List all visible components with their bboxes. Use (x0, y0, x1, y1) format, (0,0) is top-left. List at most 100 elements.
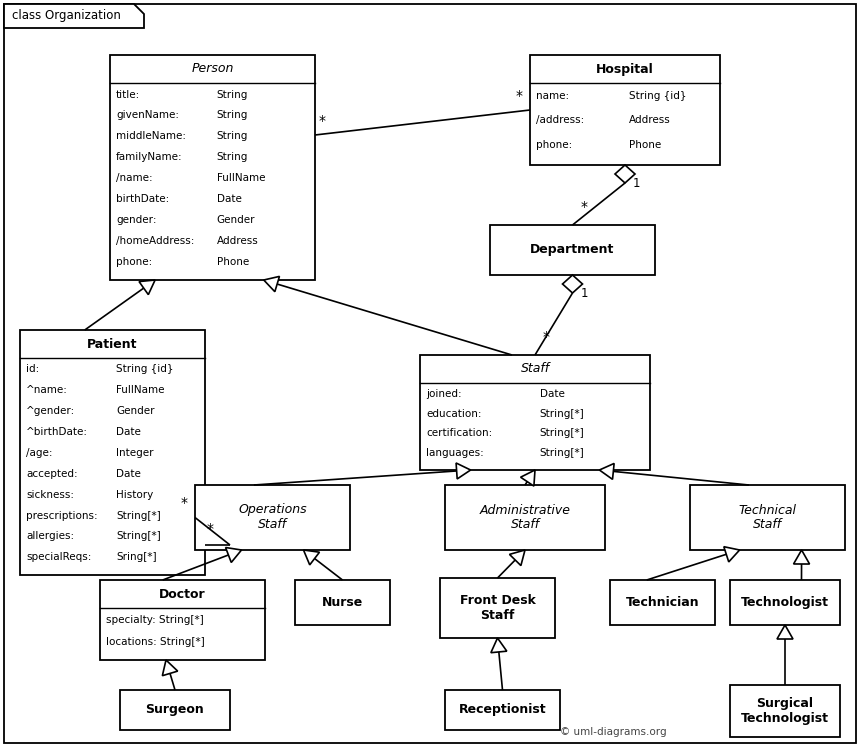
Text: *: * (207, 522, 214, 536)
Text: allergies:: allergies: (26, 531, 74, 542)
FancyBboxPatch shape (110, 55, 315, 280)
Text: /homeAddress:: /homeAddress: (116, 236, 194, 247)
Text: phone:: phone: (116, 257, 152, 267)
Polygon shape (456, 463, 470, 479)
FancyBboxPatch shape (20, 330, 205, 575)
Text: Integer: Integer (116, 448, 154, 458)
Text: Surgical
Technologist: Surgical Technologist (741, 697, 829, 725)
Text: Date: Date (539, 389, 564, 399)
Polygon shape (491, 638, 507, 653)
Text: String[*]: String[*] (116, 510, 161, 521)
FancyBboxPatch shape (420, 355, 650, 470)
Text: String: String (217, 152, 248, 162)
Text: *: * (580, 200, 587, 214)
Text: Hospital: Hospital (596, 63, 654, 75)
Polygon shape (724, 547, 740, 562)
Text: ^name:: ^name: (26, 385, 68, 395)
Text: gender:: gender: (116, 215, 157, 226)
FancyBboxPatch shape (120, 690, 230, 730)
Text: Date: Date (116, 469, 141, 479)
FancyBboxPatch shape (445, 485, 605, 550)
Text: specialty: String[*]: specialty: String[*] (106, 615, 204, 625)
Polygon shape (163, 660, 178, 676)
Text: Front Desk
Staff: Front Desk Staff (459, 594, 536, 622)
Text: String[*]: String[*] (116, 531, 161, 542)
Text: Operations
Staff: Operations Staff (238, 503, 307, 532)
Text: Surgeon: Surgeon (145, 704, 205, 716)
Polygon shape (4, 4, 144, 28)
Text: Technical
Staff: Technical Staff (739, 503, 796, 532)
FancyBboxPatch shape (440, 578, 555, 638)
FancyBboxPatch shape (100, 580, 265, 660)
Text: String: String (217, 111, 248, 120)
Polygon shape (225, 548, 242, 562)
FancyBboxPatch shape (4, 4, 856, 743)
FancyBboxPatch shape (445, 690, 560, 730)
Text: Gender: Gender (116, 406, 155, 416)
Text: Patient: Patient (87, 338, 138, 350)
Text: Sring[*]: Sring[*] (116, 552, 157, 562)
Text: Receptionist: Receptionist (458, 704, 546, 716)
FancyBboxPatch shape (195, 485, 350, 550)
Text: Gender: Gender (217, 215, 255, 226)
Text: specialReqs:: specialReqs: (26, 552, 91, 562)
Text: givenName:: givenName: (116, 111, 179, 120)
Text: Doctor: Doctor (159, 587, 206, 601)
Text: Phone: Phone (217, 257, 249, 267)
Polygon shape (264, 276, 280, 292)
Text: History: History (116, 490, 153, 500)
Text: ^gender:: ^gender: (26, 406, 76, 416)
Text: *: * (319, 114, 326, 128)
Text: joined:: joined: (426, 389, 462, 399)
Text: certification:: certification: (426, 429, 492, 438)
Text: Technologist: Technologist (741, 596, 829, 609)
Text: Address: Address (217, 236, 258, 247)
Text: Staff: Staff (520, 362, 550, 376)
Polygon shape (615, 165, 635, 183)
FancyBboxPatch shape (490, 225, 655, 275)
FancyBboxPatch shape (610, 580, 715, 625)
Text: Technician: Technician (626, 596, 699, 609)
Text: Nurse: Nurse (322, 596, 363, 609)
Polygon shape (509, 550, 525, 565)
Text: String: String (217, 131, 248, 141)
FancyBboxPatch shape (690, 485, 845, 550)
FancyBboxPatch shape (730, 580, 840, 625)
Text: Date: Date (116, 427, 141, 437)
Text: String {id}: String {id} (116, 365, 174, 374)
Text: id:: id: (26, 365, 40, 374)
Polygon shape (562, 275, 582, 293)
FancyBboxPatch shape (295, 580, 390, 625)
Text: Date: Date (217, 194, 242, 205)
Text: languages:: languages: (426, 448, 483, 458)
Text: String[*]: String[*] (539, 448, 584, 458)
Text: ^birthDate:: ^birthDate: (26, 427, 88, 437)
Text: /age:: /age: (26, 448, 52, 458)
Text: phone:: phone: (536, 140, 572, 149)
Text: education:: education: (426, 409, 482, 418)
FancyBboxPatch shape (530, 55, 720, 165)
Text: class Organization: class Organization (12, 10, 121, 22)
Text: String[*]: String[*] (539, 409, 584, 418)
Text: prescriptions:: prescriptions: (26, 510, 98, 521)
Text: String {id}: String {id} (629, 91, 686, 102)
Text: *: * (543, 330, 550, 344)
Polygon shape (304, 550, 319, 565)
Text: title:: title: (116, 90, 140, 99)
Text: Person: Person (191, 63, 234, 75)
Text: 1: 1 (580, 287, 588, 300)
Text: *: * (516, 89, 523, 103)
Text: accepted:: accepted: (26, 469, 77, 479)
Text: Phone: Phone (629, 140, 661, 149)
Text: *: * (181, 497, 188, 510)
Text: Address: Address (629, 115, 671, 125)
FancyBboxPatch shape (730, 685, 840, 737)
Text: sickness:: sickness: (26, 490, 74, 500)
Text: 1: 1 (633, 177, 641, 190)
Text: birthDate:: birthDate: (116, 194, 169, 205)
Polygon shape (139, 280, 155, 294)
Polygon shape (599, 463, 614, 480)
Text: FullName: FullName (217, 173, 265, 183)
Text: © uml-diagrams.org: © uml-diagrams.org (560, 727, 666, 737)
Text: FullName: FullName (116, 385, 165, 395)
